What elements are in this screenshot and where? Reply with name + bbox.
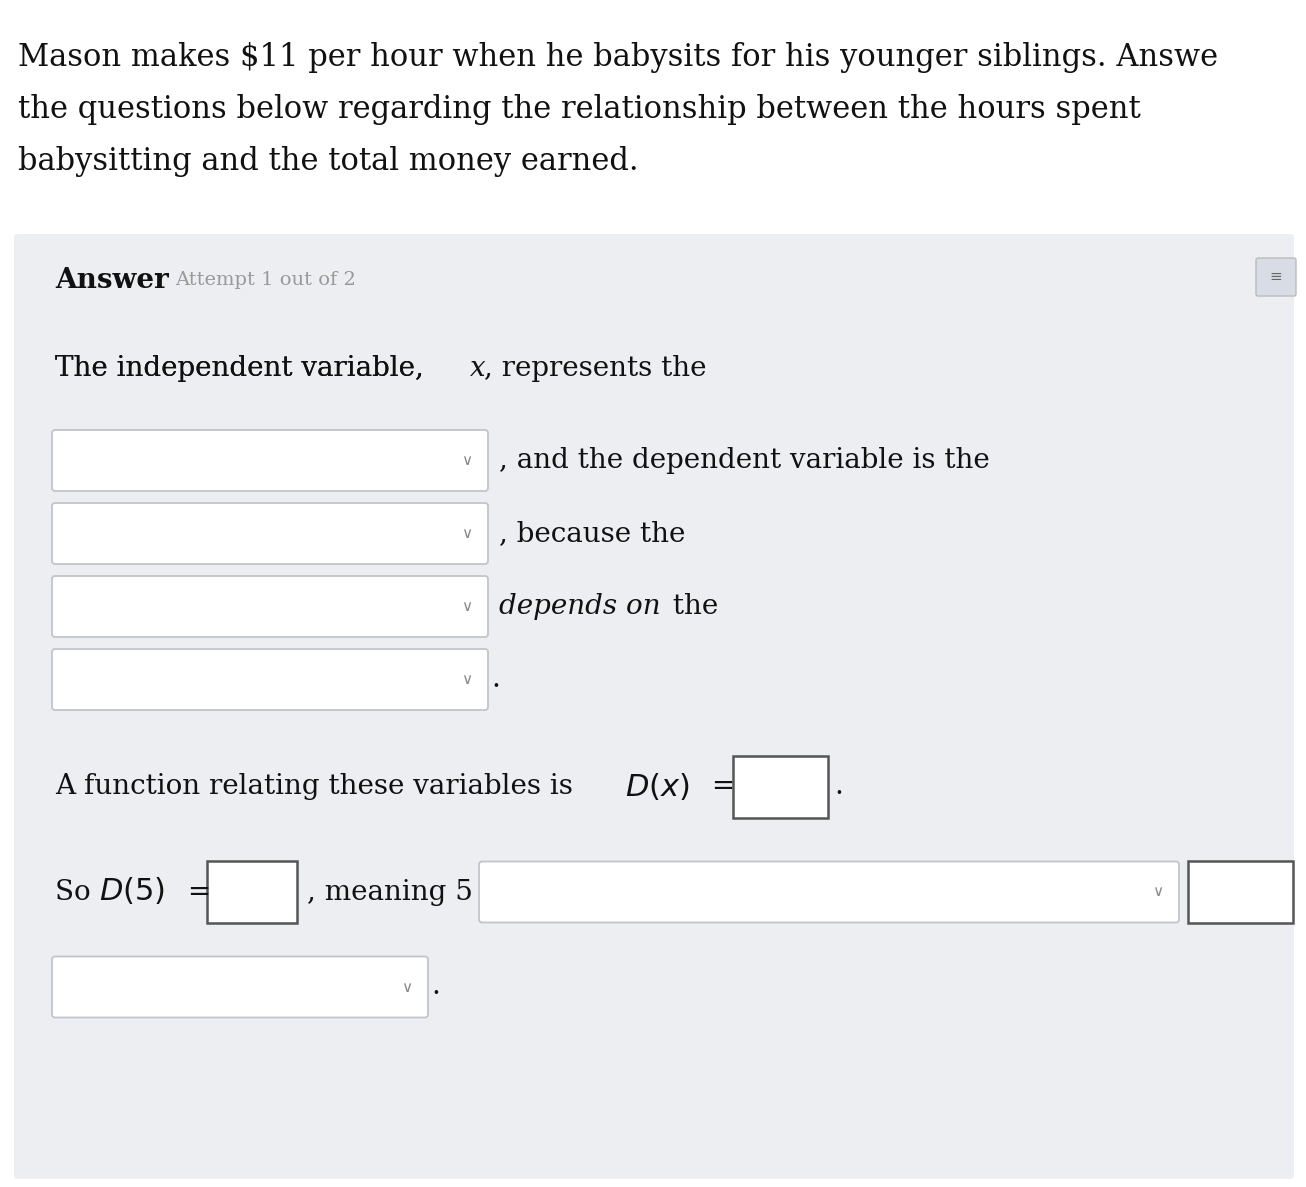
Text: ∨: ∨	[461, 672, 473, 687]
FancyBboxPatch shape	[1256, 258, 1296, 296]
Text: Mason makes $11 per hour when he babysits for his younger siblings. Answe: Mason makes $11 per hour when he babysit…	[18, 42, 1218, 72]
FancyBboxPatch shape	[52, 649, 488, 710]
Text: babysitting and the total money earned.: babysitting and the total money earned.	[18, 146, 639, 177]
Text: $D(x)$: $D(x)$	[626, 772, 690, 802]
Text: , meaning 5: , meaning 5	[307, 878, 473, 906]
Text: ≡: ≡	[1269, 269, 1282, 285]
Text: depends on: depends on	[499, 594, 661, 620]
Text: =: =	[703, 774, 735, 800]
Text: ∨: ∨	[401, 979, 413, 995]
Text: x: x	[470, 355, 486, 381]
Text: =: =	[179, 878, 212, 906]
Text: ∨: ∨	[1152, 884, 1164, 900]
Text: ∨: ∨	[461, 599, 473, 614]
Bar	[206, 861, 296, 923]
FancyBboxPatch shape	[52, 576, 488, 637]
FancyBboxPatch shape	[52, 503, 488, 564]
Text: Attempt 1 out of 2: Attempt 1 out of 2	[175, 271, 355, 288]
FancyBboxPatch shape	[52, 957, 428, 1017]
Text: $D(5)$: $D(5)$	[99, 876, 165, 908]
Text: .: .	[431, 973, 440, 1001]
Text: Answer: Answer	[55, 267, 168, 293]
Text: the: the	[663, 594, 718, 620]
Text: .: .	[491, 666, 500, 693]
Text: The independent variable,: The independent variable,	[55, 355, 432, 381]
Bar	[733, 756, 828, 818]
Text: The independent variable,: The independent variable,	[55, 355, 432, 381]
Text: ∨: ∨	[461, 526, 473, 541]
Text: , represents the: , represents the	[485, 355, 707, 381]
Text: , because the: , because the	[499, 520, 686, 547]
Text: , and the dependent variable is the: , and the dependent variable is the	[499, 447, 990, 474]
FancyBboxPatch shape	[479, 862, 1179, 922]
Text: So: So	[55, 878, 99, 906]
Text: A function relating these variables is: A function relating these variables is	[55, 774, 581, 800]
Text: ∨: ∨	[461, 453, 473, 468]
FancyBboxPatch shape	[52, 430, 488, 491]
Text: the questions below regarding the relationship between the hours spent: the questions below regarding the relati…	[18, 94, 1140, 125]
Bar	[1188, 861, 1293, 923]
Text: .: .	[835, 774, 842, 800]
FancyBboxPatch shape	[14, 234, 1294, 1179]
